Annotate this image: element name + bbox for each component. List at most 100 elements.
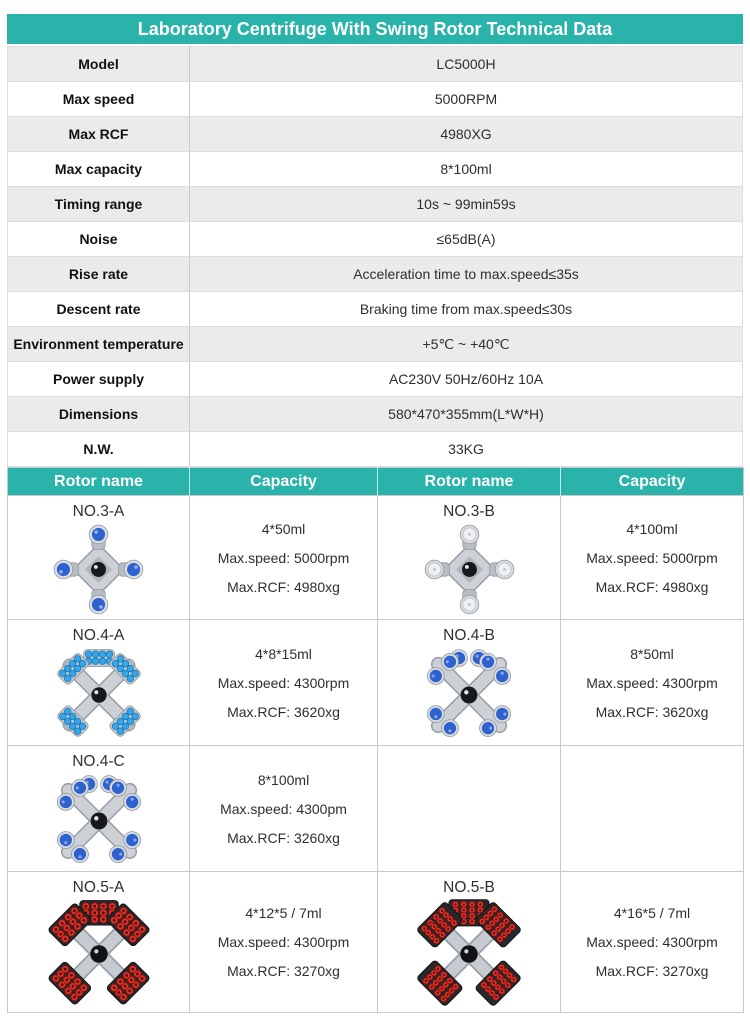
capacity-value: 4*12*5 / 7ml: [245, 905, 322, 921]
spec-label: Max speed: [7, 81, 190, 117]
rotor-no4b-image: [423, 649, 515, 741]
spec-label: Dimensions: [7, 396, 190, 432]
max-rcf-value: Max.RCF: 4980xg: [595, 578, 709, 595]
rotor-name: NO.3-B: [443, 503, 495, 520]
rotor-cell-no5b: NO.5-B: [377, 871, 561, 1013]
rotor-header-rotor-name-1: Rotor name: [7, 467, 190, 496]
rotor-cell-no3a: NO.3-A: [7, 495, 190, 620]
spec-row: Max speed 5000RPM: [7, 81, 743, 117]
spec-table: Model LC5000H Max speed 5000RPM Max RCF …: [7, 46, 743, 467]
rotor-no3a-image: [53, 524, 144, 615]
spec-row: Max RCF 4980XG: [7, 116, 743, 152]
spec-label: N.W.: [7, 431, 190, 467]
rotor-no5b-image: [415, 899, 523, 1008]
spec-label: Max capacity: [7, 151, 190, 187]
rotor-name: NO.5-B: [443, 879, 495, 896]
rotor-capacity-cell-empty: [560, 745, 744, 872]
spec-label: Rise rate: [7, 256, 190, 292]
rotor-no4c-image: [52, 775, 145, 867]
max-rcf-value: Max.RCF: 3620xg: [227, 703, 340, 720]
spec-label: Power supply: [7, 361, 190, 397]
rotor-no5a-image: [46, 900, 151, 1006]
capacity-value: 4*50ml: [261, 520, 306, 537]
max-rcf-value: Max.RCF: 3620xg: [595, 703, 709, 720]
capacity-value: 4*8*15ml: [255, 645, 312, 662]
max-speed-value: Max.speed: 4300rpm: [586, 934, 718, 950]
rotor-header-capacity-2: Capacity: [560, 467, 744, 496]
max-speed-value: Max.speed: 5000rpm: [586, 549, 718, 566]
max-rcf-value: Max.RCF: 4980xg: [227, 578, 340, 595]
spec-value: LC5000H: [189, 46, 743, 82]
rotor-cell-no4b: NO.4-B: [377, 619, 561, 746]
rotor-cell-no5a: NO.5-A: [7, 871, 190, 1013]
rotor-no4a-image: [55, 649, 142, 739]
rotor-no3b-image: [424, 524, 514, 615]
rotor-capacity-cell: 4*16*5 / 7ml Max.speed: 4300rpm Max.RCF:…: [560, 871, 744, 1013]
rotor-capacity-cell: 4*8*15ml Max.speed: 4300rpm Max.RCF: 362…: [189, 619, 378, 746]
spec-label: Max RCF: [7, 116, 190, 152]
max-rcf-value: Max.RCF: 3270xg: [227, 963, 340, 979]
spec-label: Descent rate: [7, 291, 190, 327]
spec-row: Model LC5000H: [7, 46, 743, 82]
rotor-header-row: Rotor name Capacity Rotor name Capacity: [7, 467, 744, 496]
rotor-row: NO.3-A: [7, 495, 744, 620]
spec-row: Timing range 10s ~ 99min59s: [7, 186, 743, 222]
max-speed-value: Max.speed: 5000rpm: [217, 549, 350, 566]
rotor-capacity-cell: 4*100ml Max.speed: 5000rpm Max.RCF: 4980…: [560, 495, 744, 620]
capacity-value: 4*16*5 / 7ml: [613, 905, 691, 921]
rotor-row: NO.4-C: [7, 745, 744, 872]
spec-value: Acceleration time to max.speed≤35s: [189, 256, 743, 292]
rotor-row: NO.4-A: [7, 619, 744, 746]
max-speed-value: Max.speed: 4300rpm: [217, 934, 350, 950]
rotor-capacity-cell: 4*50ml Max.speed: 5000rpm Max.RCF: 4980x…: [189, 495, 378, 620]
spec-value: AC230V 50Hz/60Hz 10A: [189, 361, 743, 397]
rotor-capacity-cell: 4*12*5 / 7ml Max.speed: 4300rpm Max.RCF:…: [189, 871, 378, 1013]
spec-value: 580*470*355mm(L*W*H): [189, 396, 743, 432]
rotor-capacity-cell: 8*50ml Max.speed: 4300rpm Max.RCF: 3620x…: [560, 619, 744, 746]
spec-row: Descent rate Braking time from max.speed…: [7, 291, 743, 327]
max-speed-value: Max.speed: 4300pm: [220, 800, 347, 817]
rotor-cell-no4a: NO.4-A: [7, 619, 190, 746]
max-speed-value: Max.speed: 4300rpm: [217, 674, 350, 691]
rotor-name: NO.3-A: [72, 503, 125, 520]
rotor-row: NO.5-A: [7, 871, 744, 1013]
page-title: Laboratory Centrifuge With Swing Rotor T…: [137, 18, 613, 39]
rotor-cell-no4c: NO.4-C: [7, 745, 190, 872]
rotor-table: Rotor name Capacity Rotor name Capacity …: [7, 467, 744, 1013]
rotor-header-capacity-1: Capacity: [189, 467, 378, 496]
spec-row: Environment temperature +5℃ ~ +40℃: [7, 326, 743, 362]
spec-value: 10s ~ 99min59s: [189, 186, 743, 222]
spec-value: Braking time from max.speed≤30s: [189, 291, 743, 327]
max-speed-value: Max.speed: 4300rpm: [586, 674, 718, 691]
spec-label: Environment temperature: [7, 326, 190, 362]
spec-row: Max capacity 8*100ml: [7, 151, 743, 187]
spec-value: 4980XG: [189, 116, 743, 152]
capacity-value: 8*50ml: [630, 645, 674, 662]
capacity-value: 4*100ml: [626, 520, 678, 537]
spec-value: 33KG: [189, 431, 743, 467]
spec-row: Power supply AC230V 50Hz/60Hz 10A: [7, 361, 743, 397]
rotor-name: NO.4-B: [443, 627, 495, 644]
rotor-name: NO.4-A: [72, 627, 125, 644]
max-rcf-value: Max.RCF: 3260xg: [227, 829, 340, 846]
title-bar: Laboratory Centrifuge With Swing Rotor T…: [7, 14, 743, 44]
rotor-name: NO.4-C: [72, 753, 125, 770]
spec-value: 8*100ml: [189, 151, 743, 187]
rotor-capacity-cell: 8*100ml Max.speed: 4300pm Max.RCF: 3260x…: [189, 745, 378, 872]
spec-row: Noise ≤65dB(A): [7, 221, 743, 257]
spec-label: Noise: [7, 221, 190, 257]
spec-row: N.W. 33KG: [7, 431, 743, 467]
spec-value: ≤65dB(A): [189, 221, 743, 257]
rotor-name: NO.5-A: [72, 879, 125, 896]
spec-value: +5℃ ~ +40℃: [189, 326, 743, 362]
spec-label: Timing range: [7, 186, 190, 222]
capacity-value: 8*100ml: [257, 771, 310, 788]
spec-label: Model: [7, 46, 190, 82]
max-rcf-value: Max.RCF: 3270xg: [595, 963, 709, 979]
rotor-cell-no3b: NO.3-B: [377, 495, 561, 620]
spec-row: Dimensions 580*470*355mm(L*W*H): [7, 396, 743, 432]
spec-value: 5000RPM: [189, 81, 743, 117]
rotor-header-rotor-name-2: Rotor name: [377, 467, 561, 496]
rotor-cell-empty: [377, 745, 561, 872]
